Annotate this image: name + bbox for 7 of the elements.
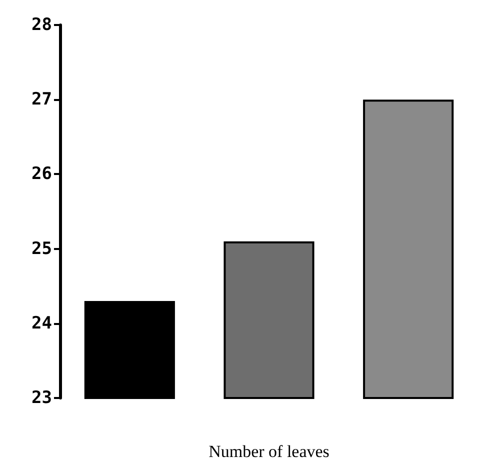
y-tick-label: 23 bbox=[32, 388, 52, 408]
y-tick-label: 24 bbox=[32, 313, 52, 334]
y-tick-label: 26 bbox=[32, 164, 52, 184]
y-tick-label: 28 bbox=[32, 15, 52, 35]
y-tick-label: 25 bbox=[32, 238, 52, 259]
y-tick-label: 27 bbox=[32, 90, 52, 110]
x-axis-title: Number of leaves bbox=[208, 442, 330, 461]
